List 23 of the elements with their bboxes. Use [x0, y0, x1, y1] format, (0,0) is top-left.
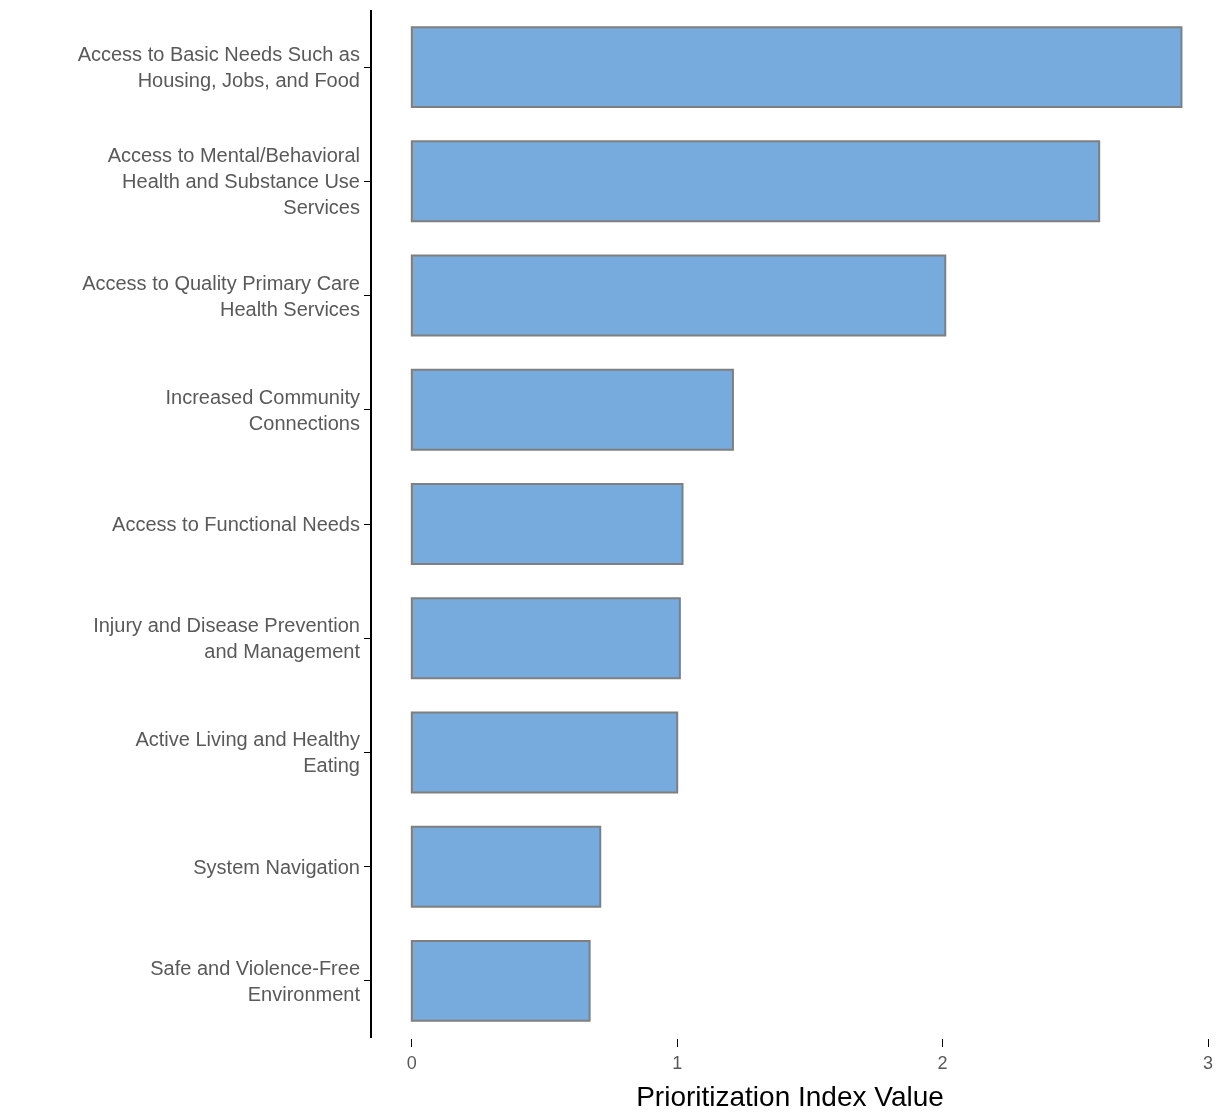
bar	[410, 26, 1183, 109]
bar	[410, 825, 602, 908]
x-tick-label: 2	[937, 1052, 948, 1073]
bar	[410, 368, 734, 451]
x-tick-label: 1	[672, 1052, 683, 1073]
bar	[410, 939, 591, 1022]
bar	[410, 483, 684, 565]
y-tick-label: Increased Community Connections	[165, 385, 360, 434]
bar	[410, 254, 947, 337]
y-tick-label: Active Living and Healthy Eating	[135, 728, 360, 777]
y-tick-label: Access to Functional Needs	[112, 513, 360, 535]
bar	[410, 711, 679, 794]
y-tick-label: Access to Basic Needs Such as Housing, Jobs, and Food	[77, 43, 360, 92]
y-tick-label: Safe and Violence-Free Environment	[150, 956, 361, 1005]
x-axis-title: Prioritization Index Value	[636, 1080, 944, 1112]
y-tick-label: Access to Mental/Behavioral Health and Substance Use Services	[107, 144, 360, 219]
bar	[410, 140, 1101, 223]
y-tick-label: Injury and Disease Prevention and Management	[93, 614, 361, 663]
y-tick-label: Access to Quality Primary Care Health Services	[82, 271, 360, 320]
bar	[410, 597, 681, 680]
x-tick-label: 3	[1202, 1052, 1214, 1073]
x-tick-label: 0	[406, 1052, 417, 1073]
y-tick-label: System Navigation	[193, 855, 360, 878]
